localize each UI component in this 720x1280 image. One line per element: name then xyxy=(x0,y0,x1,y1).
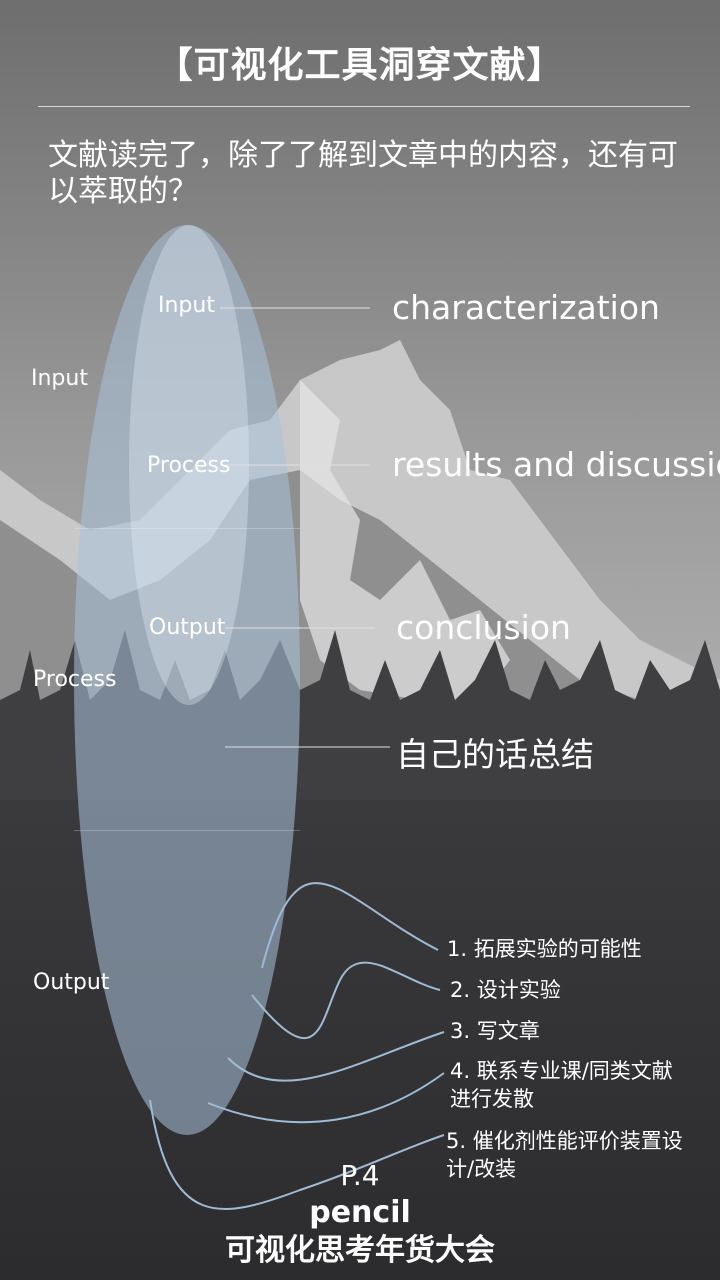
extraction-conclusion: conclusion xyxy=(396,608,571,647)
event-name: 可视化思考年货大会 xyxy=(225,1233,495,1268)
output-item-1: 1. 拓展实验的可能性 xyxy=(447,937,642,961)
inner-label-process: Process xyxy=(147,453,231,478)
inner-label-output: Output xyxy=(149,615,226,640)
output-item-5-cont: 计/改装 xyxy=(446,1157,517,1181)
output-item-5: 5. 催化剂性能评价装置设 xyxy=(446,1129,683,1153)
output-item-4: 4. 联系专业课/同类文献 xyxy=(450,1059,673,1083)
page-title: 【可视化工具洞穿文献】 xyxy=(156,45,564,86)
outer-label-input: Input xyxy=(31,366,88,391)
extraction-results-discussion: results and discussion xyxy=(392,445,720,484)
author-name: pencil xyxy=(309,1195,411,1230)
outer-ellipse xyxy=(74,225,300,1135)
page-number: P.4 xyxy=(340,1159,380,1192)
output-item-4-cont: 进行发散 xyxy=(450,1087,534,1111)
outer-label-process: Process xyxy=(33,667,117,692)
question-text: 文献读完了，除了了解到文章中的内容，还有可以萃取的？ xyxy=(48,138,678,209)
inner-ellipse xyxy=(129,225,249,705)
connector-curve xyxy=(261,882,439,969)
connector-curve xyxy=(227,1031,445,1082)
footer: P.4 pencil 可视化思考年货大会 xyxy=(0,1158,720,1270)
connector-curve xyxy=(251,961,441,1039)
connector-curve xyxy=(207,1072,445,1124)
outer-label-output: Output xyxy=(33,970,110,995)
connector-curve xyxy=(149,1099,445,1211)
output-item-2: 2. 设计实验 xyxy=(450,978,561,1002)
output-item-3: 3. 写文章 xyxy=(450,1019,540,1043)
title-divider xyxy=(38,106,690,107)
inner-label-input: Input xyxy=(158,293,215,318)
extraction-own-summary: 自己的话总结 xyxy=(396,735,594,774)
extraction-characterization: characterization xyxy=(392,288,660,327)
